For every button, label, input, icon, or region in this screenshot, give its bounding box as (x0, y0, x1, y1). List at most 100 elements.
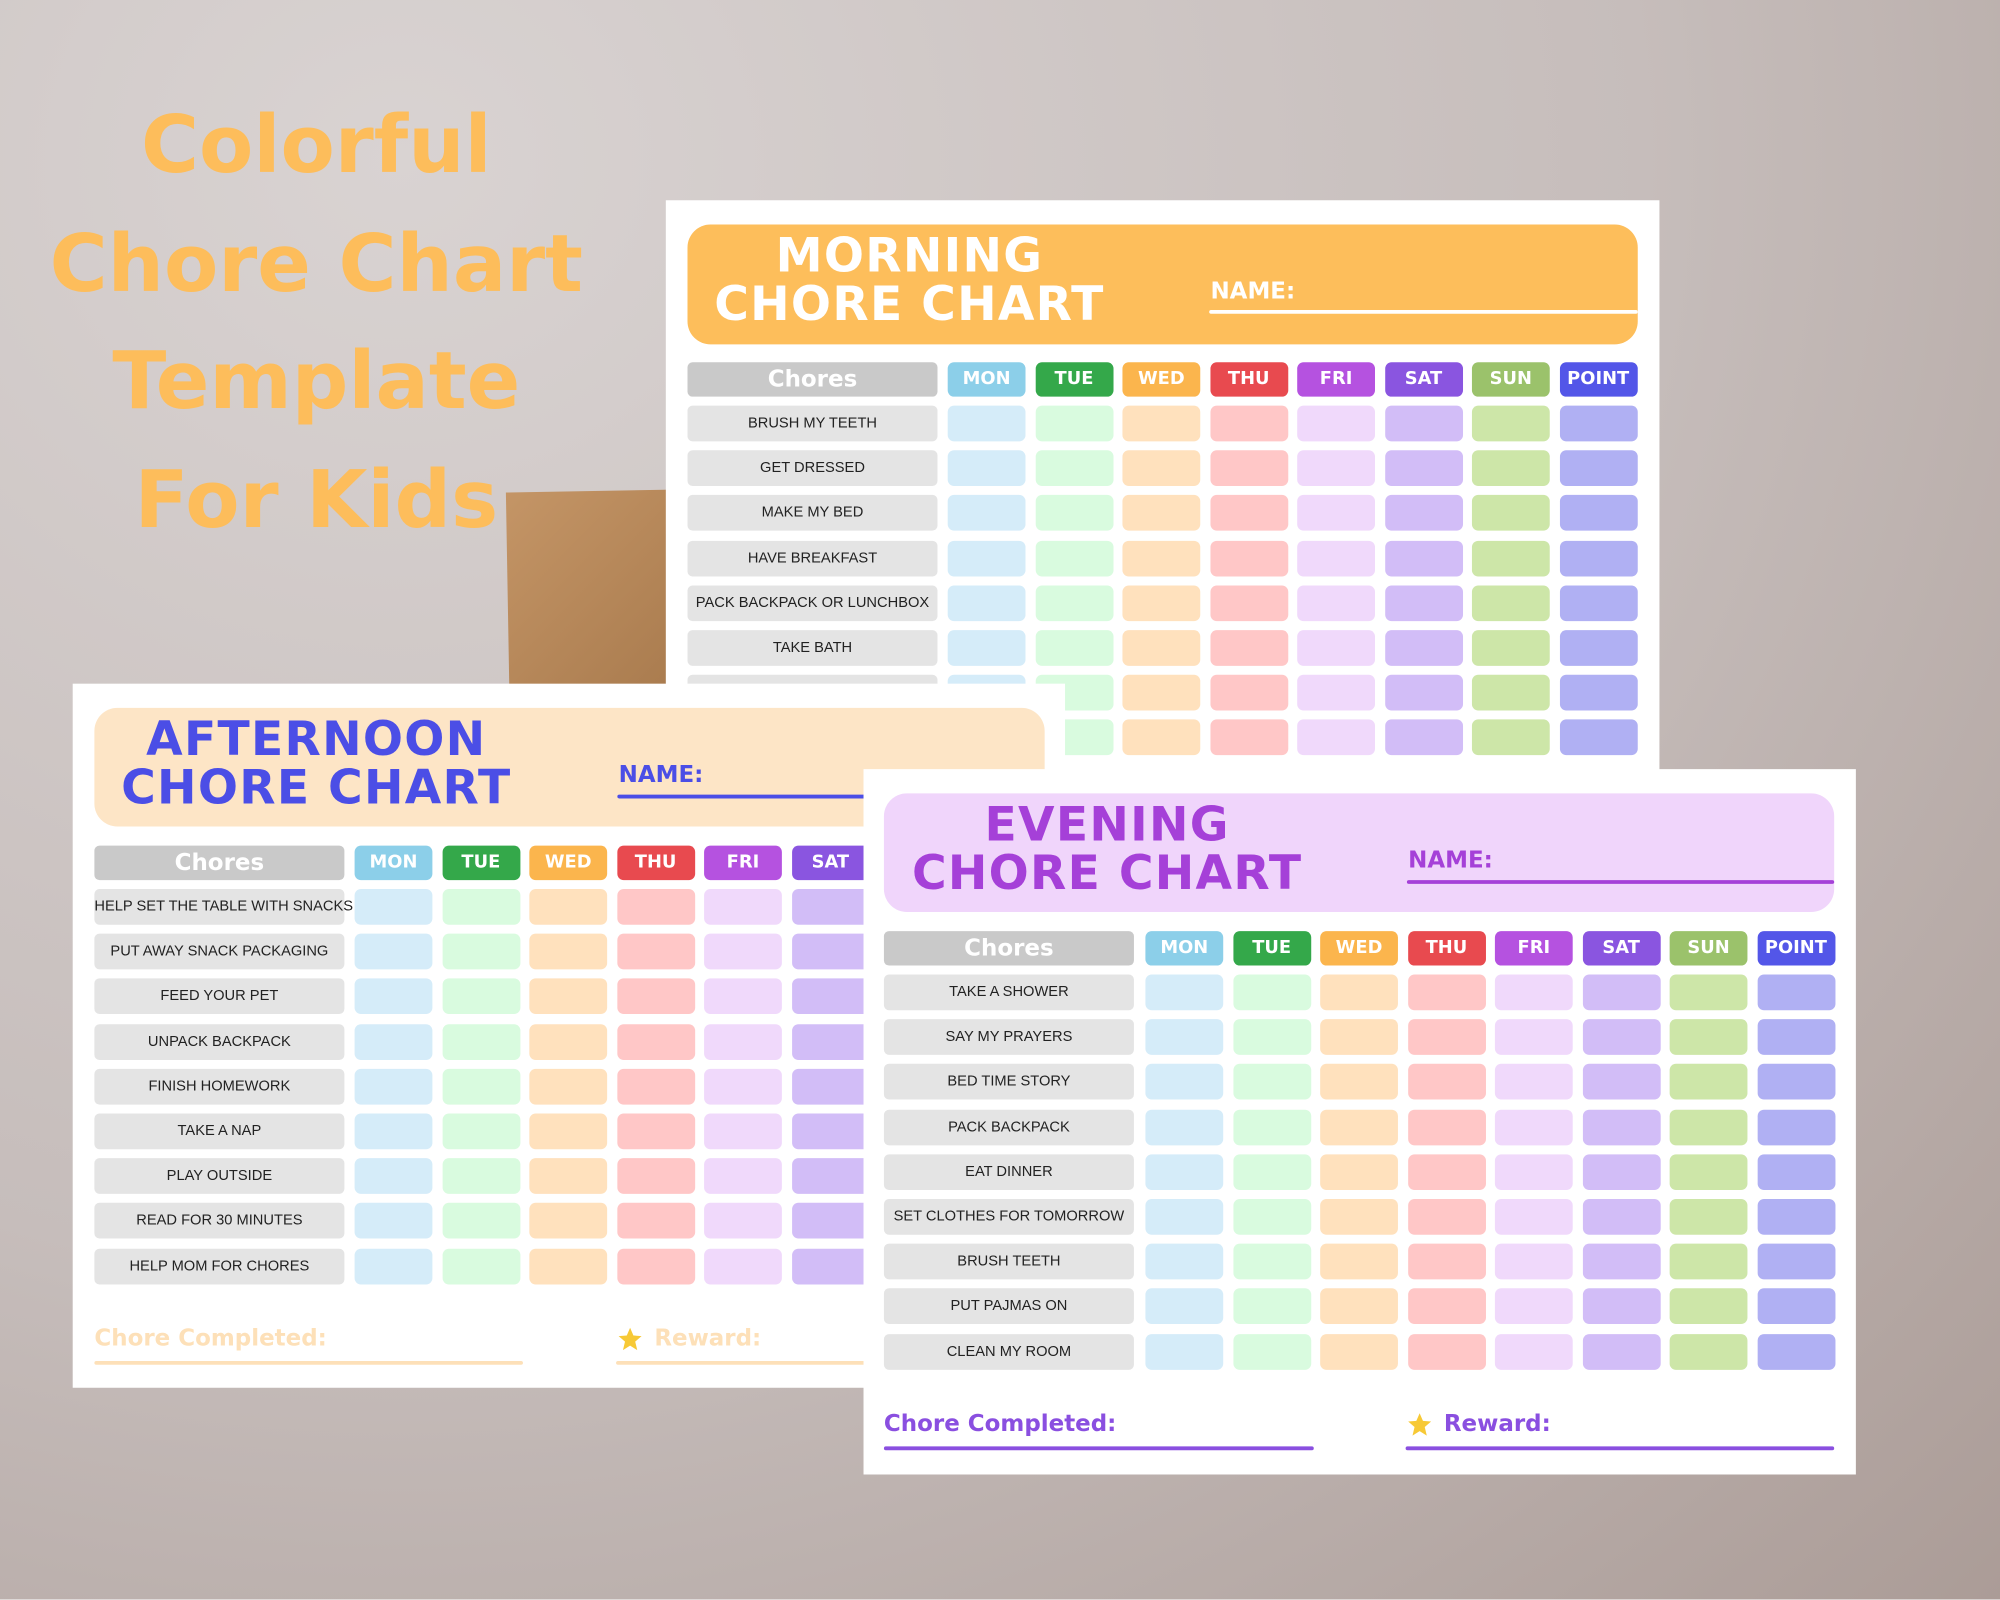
reward-line (616, 1360, 1045, 1365)
check-cell (1035, 585, 1113, 621)
check-cell (1297, 674, 1375, 711)
check-cell (1232, 1154, 1311, 1190)
day-header: MON (1145, 931, 1224, 966)
check-cell (1122, 585, 1201, 621)
check-cell (1320, 1109, 1398, 1145)
check-cell (1582, 1198, 1661, 1235)
day-header: SUN (1471, 362, 1550, 397)
check-cell (1559, 405, 1638, 442)
check-cell (1384, 630, 1463, 666)
chore-label: UNPACK BACKPACK (94, 1023, 345, 1060)
completed-line (94, 1360, 523, 1365)
check-cell (947, 450, 1026, 487)
check-cell (1384, 585, 1463, 621)
chore-completed-label: Chore Completed: (94, 1325, 327, 1353)
day-header: WED (1320, 931, 1398, 966)
check-cell (1035, 540, 1113, 577)
check-cell (1582, 1019, 1661, 1056)
check-cell (1494, 1243, 1573, 1280)
chore-label: HAVE BREAKFAST (687, 540, 938, 577)
check-cell (1669, 1154, 1748, 1190)
chart-header (883, 793, 1835, 912)
check-cell (1035, 450, 1113, 487)
check-cell (441, 1158, 520, 1195)
check-cell (1297, 630, 1375, 666)
check-cell (354, 978, 433, 1015)
check-cell (1209, 450, 1288, 487)
chart-title-line: CHORE CHART (121, 760, 512, 816)
check-cell (947, 405, 1026, 442)
chore-label: PUT PAJMAS ON (883, 1288, 1134, 1325)
check-cell (791, 978, 870, 1015)
check-cell (1669, 1109, 1748, 1145)
check-cell (354, 1023, 433, 1060)
check-cell (1232, 1198, 1311, 1235)
check-cell (1582, 1064, 1661, 1100)
chore-label: PUT AWAY SNACK PACKAGING (94, 933, 345, 970)
chore-completed-label: Chore Completed: (883, 1410, 1117, 1438)
check-cell (1209, 495, 1288, 532)
check-cell (1471, 719, 1550, 756)
check-cell (1669, 1064, 1748, 1100)
chore-label: TAKE A SHOWER (883, 974, 1134, 1011)
check-cell (1471, 450, 1550, 487)
check-cell (791, 1248, 870, 1284)
check-cell (1669, 1019, 1748, 1056)
day-header: WED (529, 845, 608, 881)
check-cell (616, 933, 695, 970)
chore-label: READ FOR 30 MINUTES (94, 1203, 345, 1240)
check-cell (1494, 974, 1573, 1011)
star-icon (617, 1327, 643, 1353)
chore-label: BED TIME STORY (883, 1064, 1134, 1100)
name-line (1406, 880, 1835, 884)
check-cell (1559, 630, 1638, 666)
check-cell (791, 1113, 870, 1150)
chore-label: GET DRESSED (687, 450, 938, 487)
check-cell (1407, 1109, 1486, 1145)
check-cell (1122, 495, 1201, 532)
check-cell (1494, 1109, 1573, 1145)
check-cell (1471, 585, 1550, 621)
day-header: THU (1209, 362, 1288, 397)
check-cell (1232, 1288, 1311, 1325)
check-cell (1320, 1198, 1398, 1235)
check-cell (1494, 1198, 1573, 1235)
chores-header: Chores (883, 931, 1134, 966)
reward-line (1405, 1446, 1835, 1451)
check-cell (1209, 540, 1288, 577)
chore-label: MAKE MY BED (687, 495, 938, 532)
check-cell (441, 889, 520, 925)
check-cell (354, 1158, 433, 1195)
chore-label: SET CLOTHES FOR TOMORROW (883, 1198, 1134, 1235)
check-cell (1232, 1333, 1311, 1370)
check-cell (1122, 540, 1201, 577)
day-header: MON (354, 845, 433, 881)
check-cell (1320, 1154, 1398, 1190)
chart-title-line: CHORE CHART (911, 845, 1303, 901)
day-header: WED (1122, 362, 1201, 397)
day-header: TUE (1232, 931, 1311, 966)
day-header: TUE (1035, 362, 1113, 397)
check-cell (1209, 719, 1288, 756)
chore-label: TAKE A NAP (94, 1113, 345, 1150)
check-cell (441, 1113, 520, 1150)
check-cell (1232, 1064, 1311, 1100)
chore-label: EAT DINNER (883, 1154, 1134, 1190)
check-cell (1407, 974, 1486, 1011)
name-line (617, 794, 1045, 799)
chores-header: Chores (94, 845, 345, 881)
check-cell (1145, 1064, 1224, 1100)
check-cell (354, 1068, 433, 1105)
check-cell (947, 630, 1026, 666)
check-cell (1471, 495, 1550, 532)
chart-title-line: MORNING (775, 228, 1044, 284)
chore-label: TAKE BATH (687, 630, 938, 666)
check-cell (441, 1248, 520, 1284)
check-cell (616, 1023, 695, 1060)
check-cell (441, 1023, 520, 1060)
check-cell (1209, 630, 1288, 666)
check-cell (1145, 1243, 1224, 1280)
check-cell (1320, 1064, 1398, 1100)
check-cell (1559, 540, 1638, 577)
